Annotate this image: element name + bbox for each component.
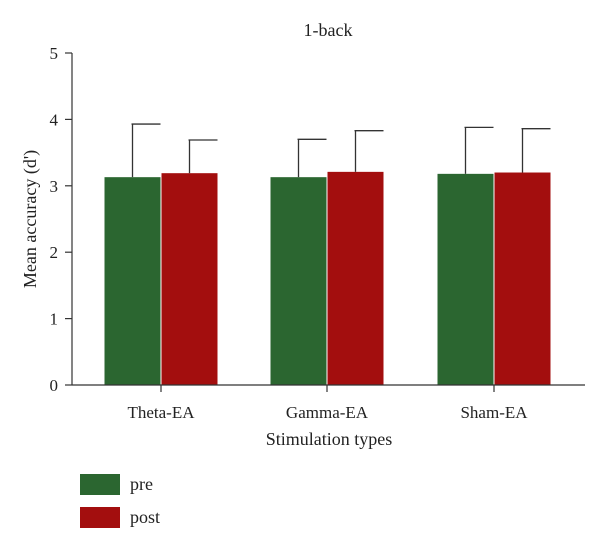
legend: pre post (80, 474, 160, 528)
legend-label-post: post (130, 507, 160, 527)
legend-swatch-post (80, 507, 120, 528)
y-tick-label: 3 (50, 177, 59, 196)
y-tick-label: 1 (50, 310, 59, 329)
y-tick-label: 4 (50, 110, 59, 129)
bar-pre (104, 177, 161, 385)
x-axis-title: Stimulation types (266, 429, 393, 449)
x-tick-label: Gamma-EA (286, 403, 369, 422)
x-tick-label: Theta-EA (127, 403, 195, 422)
bar-post (327, 171, 384, 385)
bar-pre (270, 177, 327, 385)
bars-layer (104, 171, 551, 385)
y-axis-title: Mean accuracy (d') (20, 150, 41, 288)
chart-title: 1-back (304, 20, 353, 40)
error-bars-layer (131, 123, 551, 178)
axes-layer: 0 1 2 3 4 5 Theta-EA Gamma-EA Sham-EA (50, 44, 585, 422)
y-tick-label: 2 (50, 243, 59, 262)
legend-label-pre: pre (130, 474, 153, 494)
bar-pre (437, 173, 494, 385)
legend-swatch-pre (80, 474, 120, 495)
x-tick-label: Sham-EA (460, 403, 528, 422)
bar-post (494, 172, 551, 385)
y-tick-label: 5 (50, 44, 59, 63)
bar-post (161, 173, 218, 385)
y-tick-label: 0 (50, 376, 59, 395)
